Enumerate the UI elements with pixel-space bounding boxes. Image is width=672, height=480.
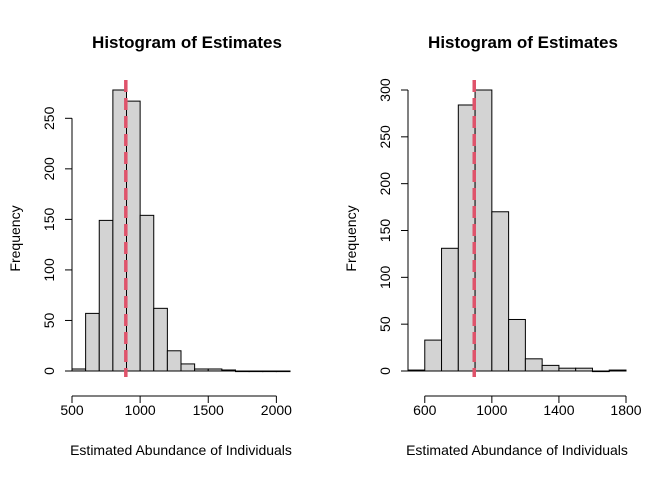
y-tick-label: 250 <box>377 125 393 149</box>
histogram-bar <box>153 307 168 372</box>
y-tick-label: 200 <box>377 172 393 196</box>
y-tick-label: 250 <box>41 106 57 130</box>
y-tick-label: 0 <box>377 367 393 375</box>
x-tick-label: 1800 <box>610 402 641 418</box>
histogram-bar <box>221 369 236 372</box>
y-tick-label: 50 <box>41 312 57 328</box>
histogram-bar <box>558 367 577 372</box>
x-tick-label: 1000 <box>476 402 507 418</box>
histogram-bar <box>524 358 543 372</box>
histogram-bar <box>235 370 250 373</box>
histogram-bar <box>166 350 182 372</box>
x-axis-label: Estimated Abundance of Individuals <box>406 442 628 458</box>
y-tick-label: 100 <box>41 258 57 282</box>
y-axis-label: Frequency <box>7 205 23 271</box>
chart-title: Histogram of Estimates <box>428 33 618 52</box>
histogram-bar <box>275 370 291 373</box>
histogram-bar <box>441 247 459 372</box>
histogram-bar <box>591 370 610 373</box>
x-tick-label: 1000 <box>125 402 156 418</box>
y-tick-label: 100 <box>377 265 393 289</box>
x-tick-label: 1400 <box>543 402 574 418</box>
histogram-bar <box>541 364 560 372</box>
histogram-bar <box>126 100 141 372</box>
y-tick-label: 150 <box>41 207 57 231</box>
histogram-bar <box>407 369 426 372</box>
y-tick-label: 300 <box>377 78 393 102</box>
histogram-bar <box>575 367 593 372</box>
y-tick-label: 50 <box>377 316 393 332</box>
histogram-bar <box>180 363 196 372</box>
histogram-bar <box>71 368 87 372</box>
histogram-bar <box>262 370 277 373</box>
x-tick-label: 1500 <box>193 402 224 418</box>
histogram-bar <box>474 89 493 372</box>
x-axis-label: Estimated Abundance of Individuals <box>70 442 292 458</box>
y-tick-label: 0 <box>41 367 57 375</box>
x-tick-label: 600 <box>413 402 437 418</box>
histogram-bar <box>98 219 114 372</box>
chart-title: Histogram of Estimates <box>92 33 282 52</box>
x-tick-label: 500 <box>60 402 84 418</box>
y-tick-label: 200 <box>41 157 57 181</box>
histogram-right: Histogram of Estimates 0 50 100 150 200 250 300… <box>343 33 642 458</box>
histogram-bar <box>194 368 209 372</box>
y-axis-label: Frequency <box>343 205 359 271</box>
histogram-bar <box>424 339 443 372</box>
histogram-bar <box>508 318 526 372</box>
histogram-bar <box>85 312 100 372</box>
histogram-bar <box>248 370 264 373</box>
histogram-bar <box>491 211 510 372</box>
histogram-bar <box>139 214 155 372</box>
histogram-bar <box>207 368 223 372</box>
y-tick-label: 150 <box>377 219 393 243</box>
histogram-bar <box>608 369 627 372</box>
histogram-left: Histogram of Estimates 0 50 100 150 200 250 500… <box>7 33 292 458</box>
x-tick-label: 2000 <box>261 402 292 418</box>
